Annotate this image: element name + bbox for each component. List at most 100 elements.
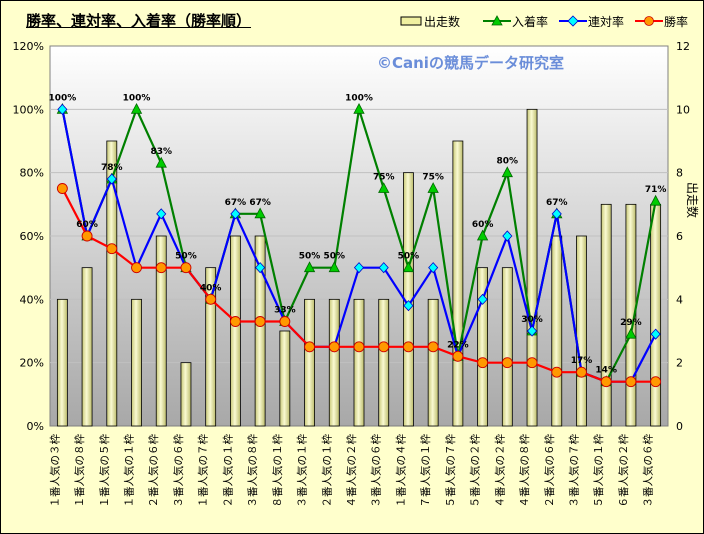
- bar: [229, 235, 241, 427]
- right-axis-label: 出走数: [685, 182, 700, 218]
- category-label: １番人気の４枠: [394, 434, 407, 508]
- legend-place-label: 入着率: [512, 14, 549, 29]
- data-label: 100%: [123, 93, 151, 103]
- win-rate-point: [477, 357, 489, 369]
- win-rate-point: [81, 230, 93, 242]
- win-rate-point: [304, 341, 316, 353]
- win-rate-point: [650, 376, 662, 388]
- win-rate-point: [600, 376, 612, 388]
- win-rate-point: [551, 366, 563, 378]
- quinella-rate-point: [255, 262, 266, 274]
- place-rate-point: [130, 102, 143, 114]
- legend-item-quinella: 連対率: [558, 12, 624, 30]
- place-rate-point: [649, 194, 662, 206]
- legend-bar-swatch: [400, 16, 422, 26]
- win-rate-point: [353, 341, 365, 353]
- legend-quinella-label: 連対率: [588, 14, 625, 29]
- quinella-rate-point: [106, 173, 117, 185]
- data-label: 14%: [595, 366, 617, 376]
- bar: [205, 267, 217, 427]
- right-tick-label: 8: [676, 167, 683, 180]
- category-label: ３番人気の６枠: [172, 434, 185, 508]
- data-label: 29%: [620, 318, 642, 328]
- right-tick-label: 10: [676, 103, 690, 116]
- win-rate-series: [56, 183, 662, 388]
- data-label: 40%: [200, 283, 222, 293]
- place-rate-point: [378, 182, 390, 193]
- left-tick-label: 40%: [20, 293, 44, 306]
- bar: [106, 140, 118, 427]
- legend-bar-label: 出走数: [424, 14, 461, 29]
- category-label: １番人気の１枠: [123, 434, 136, 508]
- data-label: 71%: [645, 185, 667, 195]
- watermark: ©Caniの競馬データ研究室: [377, 54, 564, 72]
- win-rate-point: [501, 357, 513, 369]
- bar: [551, 235, 563, 427]
- win-rate-point: [155, 262, 167, 274]
- quinella-rate-point: [527, 325, 538, 337]
- quinella-rate-point: [477, 293, 488, 305]
- left-tick-label: 0%: [27, 420, 44, 433]
- data-label: 50%: [299, 252, 321, 262]
- data-label: 75%: [373, 173, 395, 183]
- place-rate-point: [427, 182, 439, 193]
- bar: [131, 298, 142, 427]
- category-label: ２番人気の１枠: [320, 434, 333, 508]
- category-label: ６番人気の２枠: [617, 434, 630, 508]
- data-label: 83%: [150, 147, 172, 157]
- place-rate-point: [254, 207, 266, 219]
- win-rate-point: [279, 316, 291, 327]
- win-rate-point: [131, 262, 142, 274]
- category-label: ８番人気の１枠: [271, 434, 284, 508]
- data-label: 33%: [274, 306, 296, 316]
- bar: [378, 298, 390, 427]
- right-tick-label: 4: [676, 293, 683, 306]
- win-rate-point: [402, 341, 414, 353]
- place-rate-point: [328, 261, 340, 273]
- quinella-rate-point: [230, 208, 241, 220]
- win-rate-point: [180, 262, 192, 274]
- legend-item-place: 入着率: [482, 12, 548, 30]
- category-label: １番人気の７枠: [197, 434, 210, 508]
- x-axis: １番人気の３枠 １番人気の８枠 １番人気の５枠 １番人気の１枠 ２番人気の６枠 ３番人気の…: [48, 434, 654, 508]
- legend: 出走数 入着率 連対率 勝率: [398, 12, 698, 30]
- left-tick-label: 80%: [20, 167, 44, 180]
- data-label: 17%: [571, 356, 593, 366]
- line-series: [56, 102, 662, 388]
- left-tick-label: 120%: [13, 40, 44, 53]
- place-rate-point: [155, 156, 167, 168]
- category-label: ３番人気の１枠: [296, 434, 309, 508]
- win-rate-point: [106, 243, 118, 255]
- quinella-rate-point: [403, 300, 414, 312]
- legend-item-win: 勝率: [634, 12, 688, 30]
- category-label: １番人気の３枠: [48, 434, 61, 508]
- chart-title: 勝率、連対率、入着率（勝率順）: [26, 12, 252, 30]
- right-tick-label: 0: [676, 420, 683, 433]
- category-label: ７番人気の１枠: [419, 434, 432, 508]
- win-rate-point: [427, 341, 439, 353]
- category-label: ４番人気の２枠: [493, 434, 506, 508]
- data-label: 75%: [422, 173, 444, 183]
- quinella-rate-point: [650, 328, 661, 340]
- data-label: 60%: [472, 220, 494, 230]
- win-rate-point: [56, 183, 68, 194]
- bar: [576, 235, 587, 427]
- win-rate-point: [378, 341, 390, 353]
- win-rate-point: [625, 376, 637, 388]
- bar: [600, 203, 612, 427]
- data-label: 60%: [76, 220, 98, 230]
- quinella-rate-point: [378, 262, 389, 274]
- bar: [254, 235, 266, 427]
- data-label: 50%: [175, 252, 197, 262]
- legend-quinella-swatch: [559, 15, 587, 27]
- quinella-rate-point: [551, 208, 562, 220]
- category-label: １番人気の８枠: [73, 434, 86, 508]
- bar: [279, 330, 291, 427]
- bar: [81, 267, 93, 427]
- data-label: 67%: [249, 198, 271, 208]
- bar: [155, 235, 167, 427]
- right-tick-label: 12: [676, 40, 690, 53]
- win-rate-point: [254, 316, 266, 327]
- data-label: 100%: [345, 93, 373, 103]
